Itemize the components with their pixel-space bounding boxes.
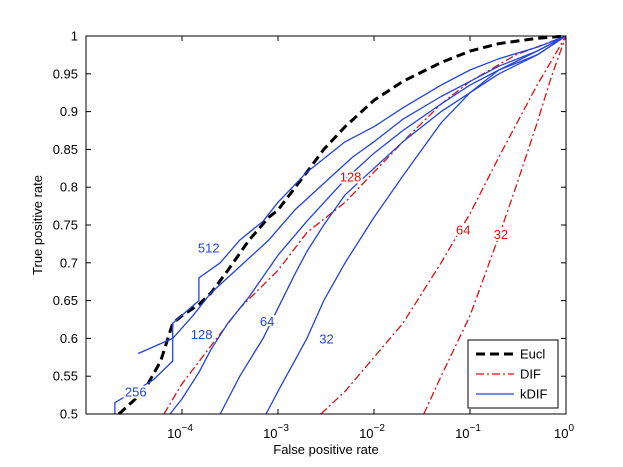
series-line-dif-32 — [423, 35, 567, 415]
series-line-kdif-32 — [265, 35, 567, 415]
y-tick-label: 0.5 — [60, 407, 78, 422]
series-line-eucl — [117, 34, 567, 416]
curve-annotation: 64 — [260, 314, 274, 329]
x-tick-label: 10−3 — [263, 423, 289, 441]
legend: Eucl DIF kDIF — [467, 339, 559, 409]
curve-annotation: 128 — [191, 327, 213, 342]
curve-annotation: 128 — [340, 170, 362, 185]
curve-annotations: 512 256 128 64 32 128 64 32 — [123, 168, 510, 402]
curve-annotation: 32 — [494, 227, 508, 242]
series-line-kdif-128 — [169, 35, 567, 415]
x-tick-base: 10 — [359, 426, 373, 441]
x-tick-base: 10 — [455, 426, 469, 441]
axis-ticks: 10−4 10−3 10−2 10−1 1000.50.550.60.650.70.75… — [53, 29, 575, 442]
series-line-kdif-64 — [219, 35, 567, 415]
x-tick-exponent: −1 — [470, 423, 482, 434]
x-axis-label: False positive rate — [273, 442, 379, 457]
y-tick-label: 0.75 — [53, 218, 78, 233]
x-tick-base: 10 — [263, 426, 277, 441]
series-lines — [114, 34, 567, 416]
series-line-kdif-512 — [137, 35, 567, 355]
series-line-kdif-256 — [114, 35, 567, 414]
x-tick-exponent: 0 — [568, 423, 574, 434]
x-tick-exponent: −4 — [182, 423, 194, 434]
curve-annotation: 256 — [125, 384, 147, 399]
legend-label: Eucl — [520, 347, 545, 362]
y-tick-label: 0.9 — [60, 104, 78, 119]
y-tick-label: 0.7 — [60, 255, 78, 270]
y-tick-label: 0.85 — [53, 142, 78, 157]
curve-annotation: 32 — [319, 331, 333, 346]
x-tick-exponent: −2 — [374, 423, 386, 434]
x-tick-exponent: −3 — [278, 423, 290, 434]
y-tick-label: 0.8 — [60, 180, 78, 195]
x-tick-label: 10−4 — [167, 423, 193, 441]
x-tick-label: 10−1 — [455, 423, 481, 441]
y-tick-label: 0.65 — [53, 293, 78, 308]
legend-label: kDIF — [520, 387, 548, 402]
y-tick-label: 0.55 — [53, 369, 78, 384]
y-tick-label: 1 — [71, 29, 78, 44]
x-tick-label: 100 — [554, 423, 574, 441]
x-tick-base: 10 — [554, 426, 568, 441]
y-axis-label: True positive rate — [30, 175, 45, 275]
x-tick-label: 10−2 — [359, 423, 385, 441]
x-tick-base: 10 — [167, 426, 181, 441]
curve-annotation: 512 — [198, 241, 220, 256]
legend-label: DIF — [520, 367, 541, 382]
series-line-dif-64 — [320, 35, 567, 415]
y-tick-label: 0.95 — [53, 66, 78, 81]
y-tick-label: 0.6 — [60, 331, 78, 346]
curve-annotation: 64 — [456, 222, 470, 237]
